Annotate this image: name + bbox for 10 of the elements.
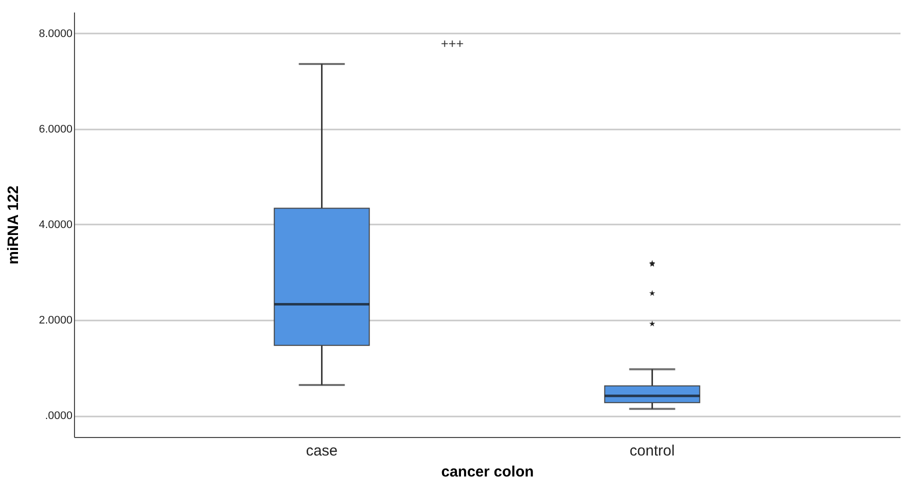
x-tick-label: control bbox=[630, 442, 675, 460]
x-axis-title: cancer colon bbox=[441, 464, 534, 480]
y-tick-label: 2.0000 bbox=[38, 314, 72, 327]
y-tick-label: 8.0000 bbox=[38, 28, 72, 40]
y-tick-label: .0000 bbox=[44, 410, 72, 422]
annotation: +++ bbox=[440, 36, 464, 51]
y-tick-label: 4.0000 bbox=[38, 219, 72, 231]
y-tick-label: 6.0000 bbox=[38, 123, 72, 136]
y-axis-title: miRNA 122 bbox=[4, 186, 22, 264]
x-tick-label: case bbox=[306, 442, 338, 460]
